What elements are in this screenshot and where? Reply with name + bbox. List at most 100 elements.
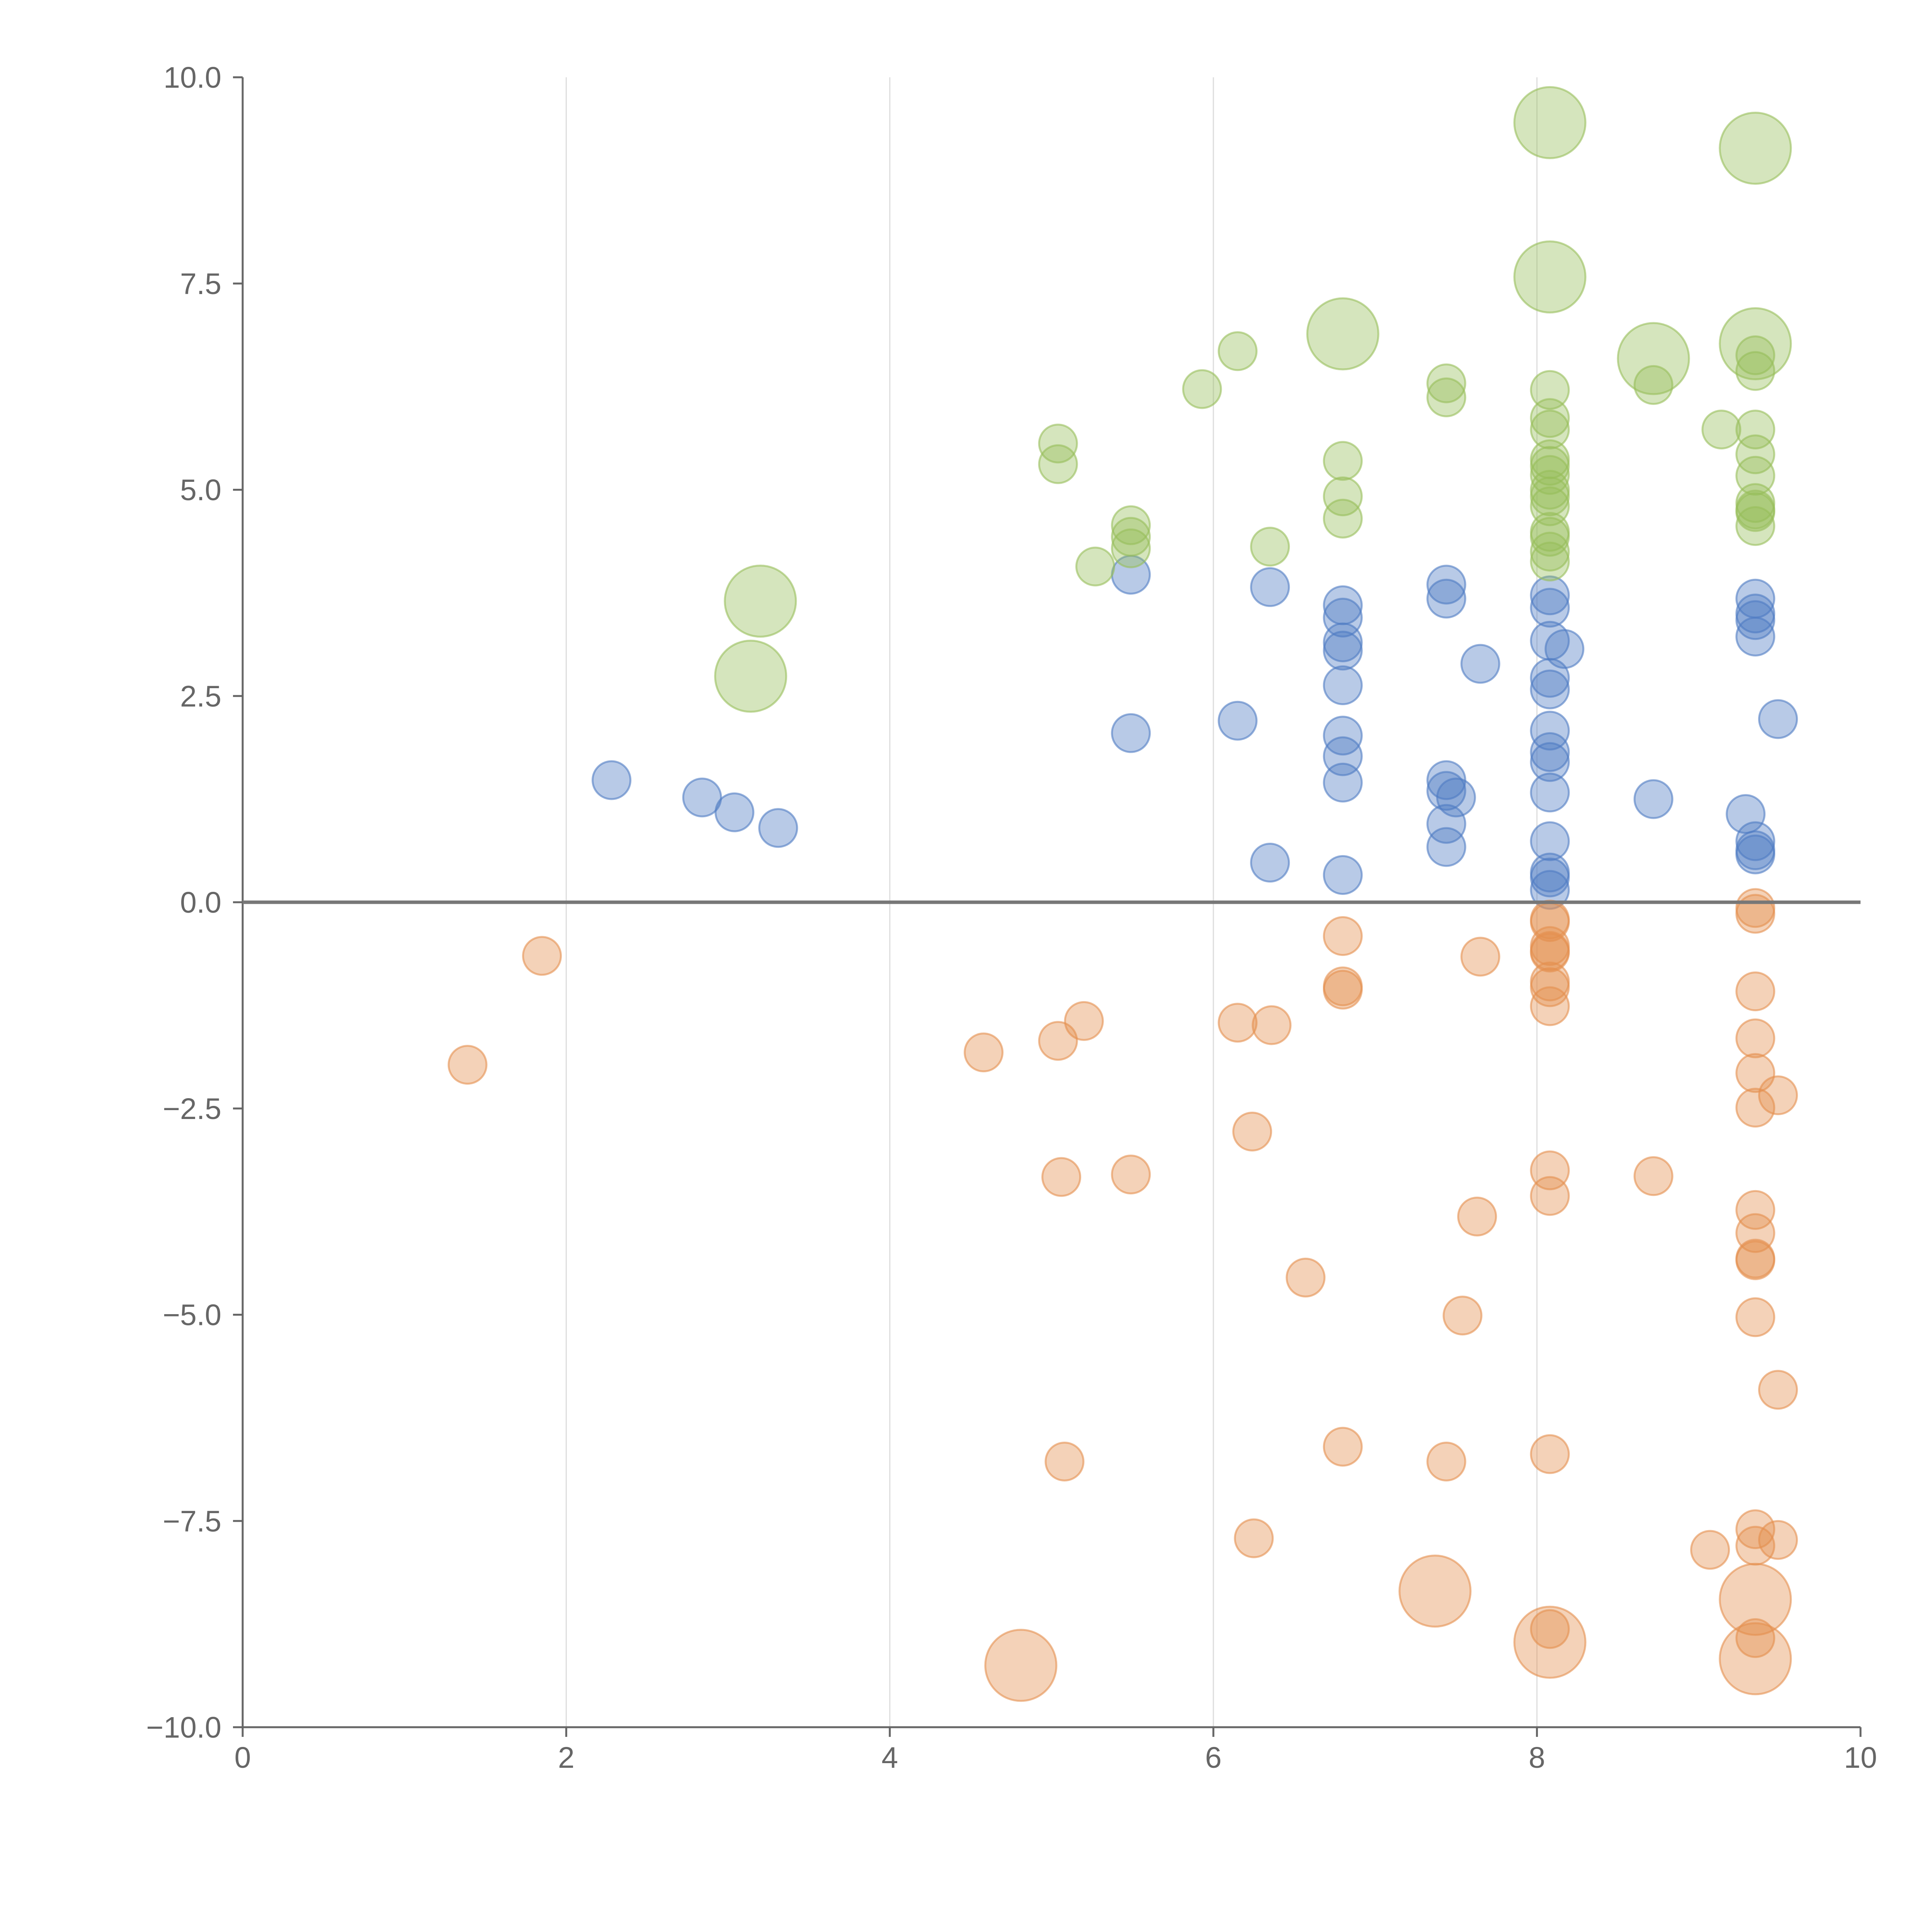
point-green-16 (1530, 410, 1570, 450)
point-blue-23 (1426, 804, 1466, 844)
point-blue-11 (1323, 622, 1363, 662)
point-orange-10 (1232, 1112, 1272, 1151)
point-green-26 (1530, 541, 1570, 582)
point-orange-13 (1323, 916, 1363, 956)
point-orange-16 (1323, 1427, 1363, 1467)
point-green-2 (1075, 546, 1115, 587)
point-orange-large-4 (1719, 1622, 1792, 1696)
point-blue-34 (1530, 742, 1570, 782)
point-green-7 (1218, 331, 1258, 371)
point-green-12 (1426, 363, 1466, 403)
point-orange-8 (1218, 1003, 1258, 1043)
point-blue-12 (1323, 631, 1363, 671)
point-green-25 (1530, 532, 1570, 572)
y-tick-label: 5.0 (180, 474, 221, 507)
point-orange-1 (522, 936, 562, 976)
y-tick-label: −5.0 (163, 1299, 221, 1332)
x-tick-label: 6 (1205, 1741, 1222, 1774)
point-green-37 (1735, 506, 1776, 546)
point-green-11 (1323, 498, 1363, 539)
point-green-31 (1735, 410, 1776, 450)
point-blue-18 (1426, 565, 1466, 605)
point-orange-19 (1457, 1196, 1497, 1236)
point-orange-large-2 (1513, 1605, 1587, 1679)
x-axis-ticks: 0 2 4 6 8 10 (235, 1727, 1877, 1774)
y-tick-label: 0.0 (180, 886, 221, 919)
point-blue-13 (1323, 665, 1363, 705)
point-blue-25 (1460, 644, 1500, 684)
point-blue-31 (1530, 669, 1570, 709)
point-blue-3 (758, 808, 798, 848)
point-orange-12 (1234, 1518, 1274, 1558)
point-blue-7 (1250, 567, 1290, 607)
point-green-30 (1735, 351, 1776, 391)
point-blue-40 (1633, 779, 1673, 819)
point-green-large-4 (1513, 240, 1587, 314)
point-orange-50 (1758, 1370, 1798, 1410)
y-tick-label: −2.5 (163, 1092, 221, 1126)
point-blue-38 (1530, 857, 1570, 898)
point-green-24 (1530, 517, 1570, 557)
point-green-28 (1701, 410, 1742, 450)
point-orange-25 (1530, 932, 1570, 973)
point-blue-45 (1735, 617, 1776, 656)
point-blue-29 (1544, 629, 1585, 669)
point-blue-39 (1530, 870, 1570, 910)
point-orange-36 (1735, 894, 1776, 934)
data-points (447, 86, 1798, 1702)
point-green-3 (1111, 505, 1151, 545)
point-green-13 (1426, 377, 1466, 417)
point-blue-48 (1735, 834, 1776, 874)
point-blue-46 (1735, 821, 1776, 861)
point-blue-36 (1530, 821, 1570, 861)
point-green-21 (1530, 476, 1570, 517)
point-green-6 (1182, 369, 1222, 409)
point-blue-24 (1426, 827, 1466, 867)
point-orange-11 (1286, 1257, 1326, 1298)
point-orange-4 (1064, 1001, 1104, 1041)
point-blue-14 (1323, 716, 1363, 756)
point-blue-49 (1758, 699, 1798, 739)
point-blue-22 (1436, 777, 1476, 818)
x-tick-label: 2 (558, 1741, 575, 1774)
point-orange-32 (1530, 1609, 1570, 1649)
point-green-29 (1735, 335, 1776, 375)
point-blue-44 (1735, 600, 1776, 640)
point-green-large-3 (1513, 86, 1587, 159)
y-tick-label: 7.5 (180, 267, 221, 301)
point-orange-5 (1041, 1157, 1082, 1197)
point-orange-7 (1111, 1155, 1151, 1195)
point-orange-40 (1735, 1088, 1776, 1128)
point-green-33 (1735, 456, 1776, 496)
point-green-14 (1530, 370, 1570, 410)
point-orange-45 (1735, 1297, 1776, 1337)
point-green-32 (1735, 434, 1776, 474)
point-green-8 (1250, 527, 1290, 567)
point-orange-33 (1633, 1156, 1673, 1196)
point-blue-0 (592, 760, 632, 800)
y-tick-label: −10.0 (146, 1711, 221, 1744)
point-orange-49 (1758, 1075, 1798, 1116)
point-orange-38 (1735, 1018, 1776, 1058)
point-orange-44 (1735, 1240, 1776, 1281)
y-tick-label: 10.0 (163, 61, 221, 94)
x-tick-label: 8 (1529, 1741, 1545, 1774)
point-green-36 (1735, 492, 1776, 532)
point-orange-34 (1690, 1530, 1730, 1570)
point-orange-37 (1735, 971, 1776, 1012)
point-orange-large-0 (984, 1629, 1058, 1702)
point-blue-32 (1530, 711, 1570, 751)
point-blue-19 (1426, 578, 1466, 619)
point-orange-large-1 (1398, 1554, 1472, 1628)
point-orange-large-3 (1719, 1563, 1792, 1636)
x-tick-label: 10 (1844, 1741, 1877, 1774)
point-blue-2 (714, 792, 755, 832)
point-green-large-7 (1719, 307, 1792, 381)
point-orange-9 (1252, 1005, 1292, 1045)
point-blue-27 (1530, 588, 1570, 628)
point-orange-15 (1323, 969, 1363, 1010)
point-orange-48 (1735, 1618, 1776, 1658)
point-green-18 (1530, 446, 1570, 486)
x-tick-label: 4 (881, 1741, 898, 1774)
point-green-1 (1038, 444, 1078, 484)
